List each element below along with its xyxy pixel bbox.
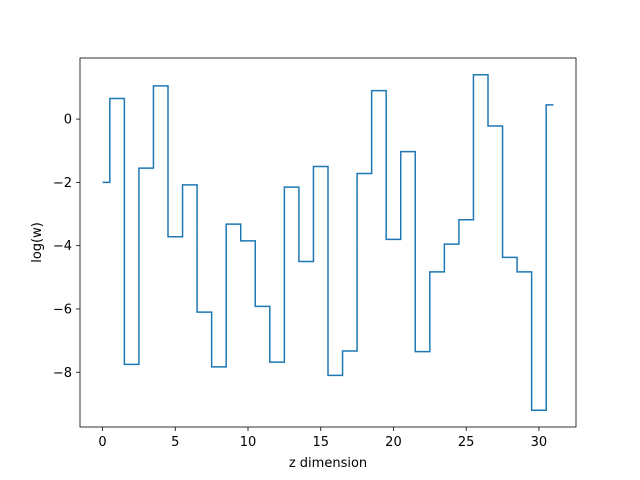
- x-tick-label: 5: [171, 435, 179, 450]
- y-tick-label: −8: [53, 366, 72, 381]
- y-tick-label: 0: [64, 113, 72, 128]
- y-axis-label: log(w): [30, 222, 45, 263]
- y-tick-label: −4: [53, 239, 72, 254]
- series-line: [102, 74, 554, 411]
- x-tick-label: 0: [98, 435, 106, 450]
- x-tick-label: 20: [385, 435, 402, 450]
- y-tick-label: −2: [53, 176, 72, 191]
- y-tick-label: −6: [53, 302, 72, 317]
- x-tick-label: 25: [458, 435, 475, 450]
- plot-frame: [79, 57, 577, 428]
- x-tick-label: 30: [531, 435, 548, 450]
- x-tick-label: 15: [312, 435, 329, 450]
- axis-ticks: 0 5 10 15 20 25 30 0 −2 −4 −6 −8: [53, 113, 547, 450]
- x-tick-label: 10: [240, 435, 257, 450]
- x-axis-label: z dimension: [289, 456, 367, 471]
